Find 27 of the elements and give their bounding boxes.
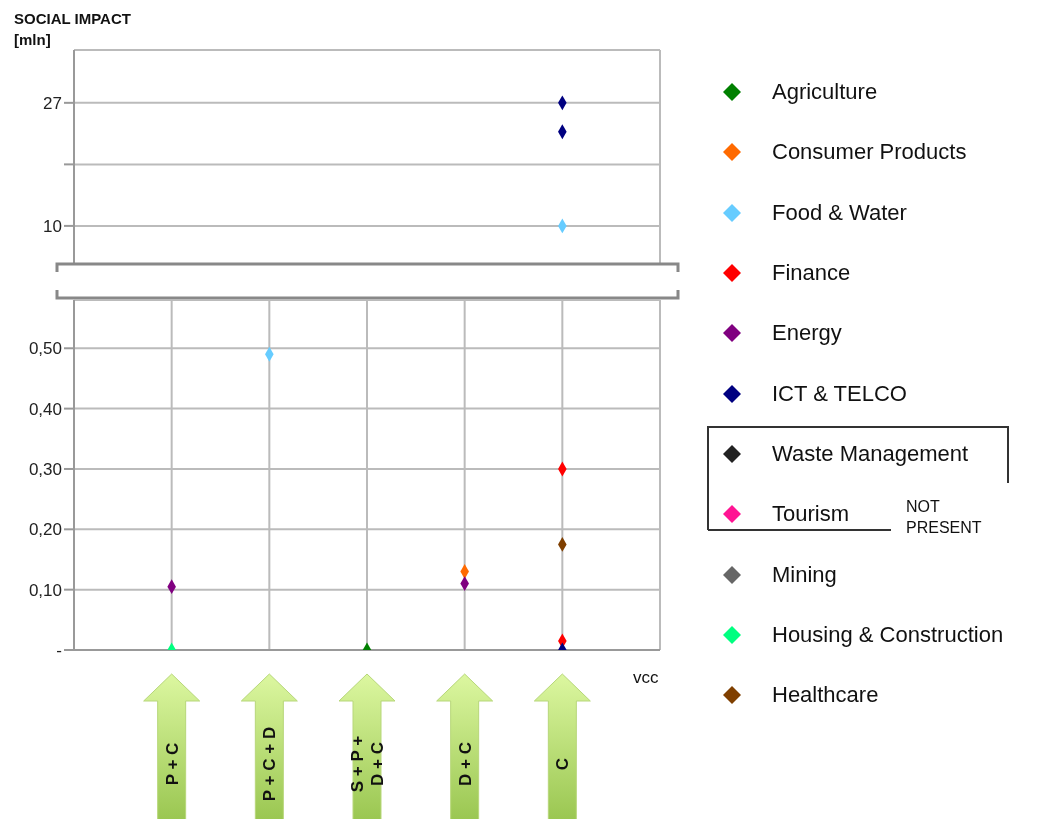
y-tick-label: 10 [43, 216, 62, 236]
legend-label: Mining [772, 561, 837, 588]
legend-label: Tourism [772, 501, 850, 528]
x-tick-label: S + P + D + C [348, 735, 387, 793]
legend-label: Consumer Products [772, 139, 967, 166]
legend-label: Energy [772, 320, 842, 347]
x-tick-label: P + C + D [260, 726, 280, 802]
x-tick-label: D + C [455, 742, 475, 786]
text: NOT PRESENT [906, 497, 983, 538]
y-tick-label: 27 [43, 93, 62, 113]
x-tick-label: C [553, 757, 573, 771]
y-tick-label: 0,40 [28, 399, 62, 419]
x-axis-title: vcc [633, 668, 659, 688]
legend-label: ICT & TELCO [772, 380, 907, 407]
legend-label: Healthcare [772, 682, 879, 709]
legend-label: Finance [772, 260, 851, 287]
y-tick-label: - [56, 641, 62, 661]
x-tick-label: P + C [162, 742, 182, 786]
y-tick-label: 0,20 [28, 520, 62, 540]
y-tick-label: 0,30 [28, 460, 62, 479]
y-axis-title: SOCIAL IMPACT [mln] [14, 9, 132, 50]
legend-label: Agriculture [772, 79, 878, 106]
y-tick-label: 0,50 [28, 339, 62, 359]
legend-label: Housing & Construction [772, 621, 1004, 648]
y-tick-label: 0,10 [28, 580, 62, 600]
legend-label: Food & Water [772, 199, 907, 226]
legend-label: Waste Management [772, 440, 969, 467]
